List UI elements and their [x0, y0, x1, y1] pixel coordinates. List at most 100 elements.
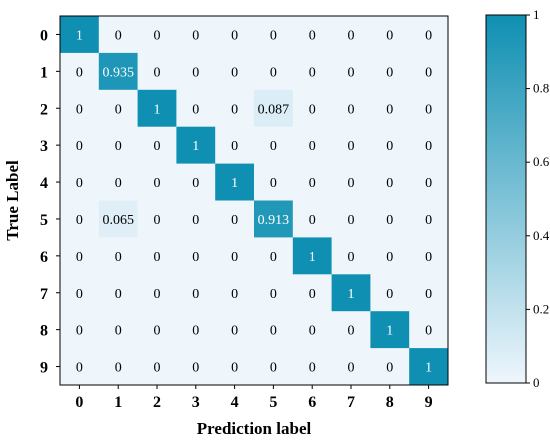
- heatmap-cell-r6-c8: [370, 237, 410, 275]
- cell-label-r6-c5: 0: [270, 250, 277, 265]
- cell-label-r0-c5: 0: [270, 28, 277, 43]
- heatmap-cell-r1-c4: [215, 52, 255, 91]
- cell-label-r6-c3: 0: [192, 250, 199, 265]
- cell-label-r4-c1: 0: [115, 176, 122, 191]
- cell-label-r9-c7: 0: [348, 361, 355, 376]
- cell-label-r7-c2: 0: [154, 287, 161, 302]
- y-axis-ticks: 0 1 2 3 4 5 6 7 8 9: [40, 27, 60, 377]
- heatmap-cell-r3-c1: [98, 126, 138, 164]
- heatmap-cell-r3-c6: [292, 126, 332, 164]
- colorbar-tick-label-4: 0.8: [533, 81, 549, 96]
- heatmap-cell-r9-c6: [292, 348, 332, 386]
- heatmap-cell-labels: 1 0 0 0 0 0 0 0 0 0 0 0.935 0 0 0 0 0 0 0 0 0 0 1 0 0 0.087 0 0 0 0 0 0…: [76, 28, 432, 375]
- heatmap-cell-r8-c3: [176, 311, 216, 349]
- heatmap-cell-r2-c1: [98, 89, 138, 128]
- cell-label-r2-c9: 0: [425, 102, 432, 117]
- heatmap-cell-r8-c0: [60, 311, 100, 349]
- heatmap-cell-r5-c1: [98, 200, 138, 238]
- heatmap-cell-r3-c7: [331, 126, 371, 164]
- cell-label-r7-c6: 0: [309, 287, 316, 302]
- colorbar-tick-label-3: 0.6: [533, 154, 550, 169]
- cell-label-r8-c0: 0: [76, 324, 83, 339]
- cell-label-r0-c0: 1: [76, 28, 83, 43]
- cell-label-r4-c4: 1: [231, 176, 238, 191]
- heatmap-cell-r6-c1: [98, 237, 138, 275]
- cell-label-r5-c8: 0: [386, 213, 393, 228]
- heatmap-cell-r7-c6: [292, 274, 332, 312]
- heatmap-cell-r8-c9: [409, 311, 449, 349]
- y-tick-label-4: 4: [40, 175, 48, 192]
- heatmap-cell-r3-c4: [215, 126, 255, 164]
- cell-label-r8-c7: 0: [348, 324, 355, 339]
- cell-label-r5-c9: 0: [425, 213, 432, 228]
- heatmap-cell-r0-c1: [98, 16, 138, 54]
- heatmap-cell-r8-c6: [292, 311, 332, 349]
- cell-label-r3-c6: 0: [309, 139, 316, 154]
- cell-label-r1-c3: 0: [192, 65, 199, 80]
- heatmap-cell-r8-c1: [98, 311, 138, 349]
- cell-label-r6-c7: 0: [348, 250, 355, 265]
- heatmap-cell-r3-c3: [176, 126, 216, 164]
- cell-label-r1-c9: 0: [425, 65, 432, 80]
- x-tick-label-3: 3: [192, 394, 200, 411]
- heatmap-cell-r5-c5: [254, 200, 294, 238]
- heatmap-cell-r5-c2: [137, 200, 177, 238]
- colorbar-tick-label-5: 1: [533, 7, 540, 22]
- cell-label-r6-c4: 0: [231, 250, 238, 265]
- heatmap-cell-r2-c9: [409, 89, 449, 128]
- cell-label-r2-c5: 0.087: [258, 102, 290, 117]
- cell-label-r8-c4: 0: [231, 324, 238, 339]
- heatmap-cell-r3-c2: [137, 126, 177, 164]
- heatmap-cell-r4-c3: [176, 163, 216, 201]
- heatmap-cell-r0-c5: [254, 16, 294, 54]
- heatmap-cell-r0-c9: [409, 16, 449, 54]
- cell-label-r6-c2: 0: [154, 250, 161, 265]
- y-axis-title: True Label: [3, 160, 22, 241]
- cell-label-r3-c9: 0: [425, 139, 432, 154]
- cell-label-r2-c4: 0: [231, 102, 238, 117]
- heatmap-cell-r7-c4: [215, 274, 255, 312]
- heatmap-cell-r3-c5: [254, 126, 294, 164]
- cell-label-r3-c2: 0: [154, 139, 161, 154]
- cell-label-r1-c2: 0: [154, 65, 161, 80]
- heatmap-cell-r8-c8: [370, 311, 410, 349]
- heatmap-cell-r7-c0: [60, 274, 100, 312]
- cell-label-r8-c9: 0: [425, 324, 432, 339]
- cell-label-r0-c7: 0: [348, 28, 355, 43]
- heatmap-cell-r5-c9: [409, 200, 449, 238]
- heatmap-cell-r0-c4: [215, 16, 255, 54]
- heatmap-cell-r6-c2: [137, 237, 177, 275]
- cell-label-r6-c6: 1: [309, 250, 316, 265]
- cell-label-r7-c1: 0: [115, 287, 122, 302]
- heatmap-cell-r9-c2: [137, 348, 177, 386]
- heatmap-cell-r9-c1: [98, 348, 138, 386]
- cell-label-r2-c0: 0: [76, 102, 83, 117]
- heatmap-cell-r1-c1: [98, 52, 138, 91]
- x-tick-label-0: 0: [75, 394, 83, 411]
- heatmap-cell-r8-c4: [215, 311, 255, 349]
- heatmap-cell-r8-c5: [254, 311, 294, 349]
- heatmap-cell-r1-c0: [60, 52, 100, 91]
- y-tick-label-6: 6: [40, 249, 48, 266]
- heatmap-cell-r6-c9: [409, 237, 449, 275]
- heatmap-cell-r2-c6: [292, 89, 332, 128]
- heatmap-cell-r2-c0: [60, 89, 100, 128]
- colorbar-tick-label-2: 0.4: [533, 228, 550, 243]
- cell-label-r9-c8: 0: [386, 361, 393, 376]
- cell-label-r4-c3: 0: [192, 176, 199, 191]
- heatmap-cell-r5-c8: [370, 200, 410, 238]
- x-axis-ticks: 0 1 2 3 4 5 6 7 8 9: [75, 385, 433, 411]
- heatmap-cell-r7-c1: [98, 274, 138, 312]
- heatmap-cell-r2-c5: [254, 89, 294, 128]
- cell-label-r2-c7: 0: [348, 102, 355, 117]
- cell-label-r9-c5: 0: [270, 361, 277, 376]
- cell-label-r6-c1: 0: [115, 250, 122, 265]
- y-tick-label-8: 8: [40, 323, 48, 340]
- cell-label-r9-c1: 0: [115, 361, 122, 376]
- heatmap-cell-r9-c9: [409, 348, 449, 386]
- heatmap-cell-r4-c7: [331, 163, 371, 201]
- cell-label-r2-c1: 0: [115, 102, 122, 117]
- heatmap-cell-r3-c8: [370, 126, 410, 164]
- heatmap-cell-r1-c2: [137, 52, 177, 91]
- cell-label-r5-c7: 0: [348, 213, 355, 228]
